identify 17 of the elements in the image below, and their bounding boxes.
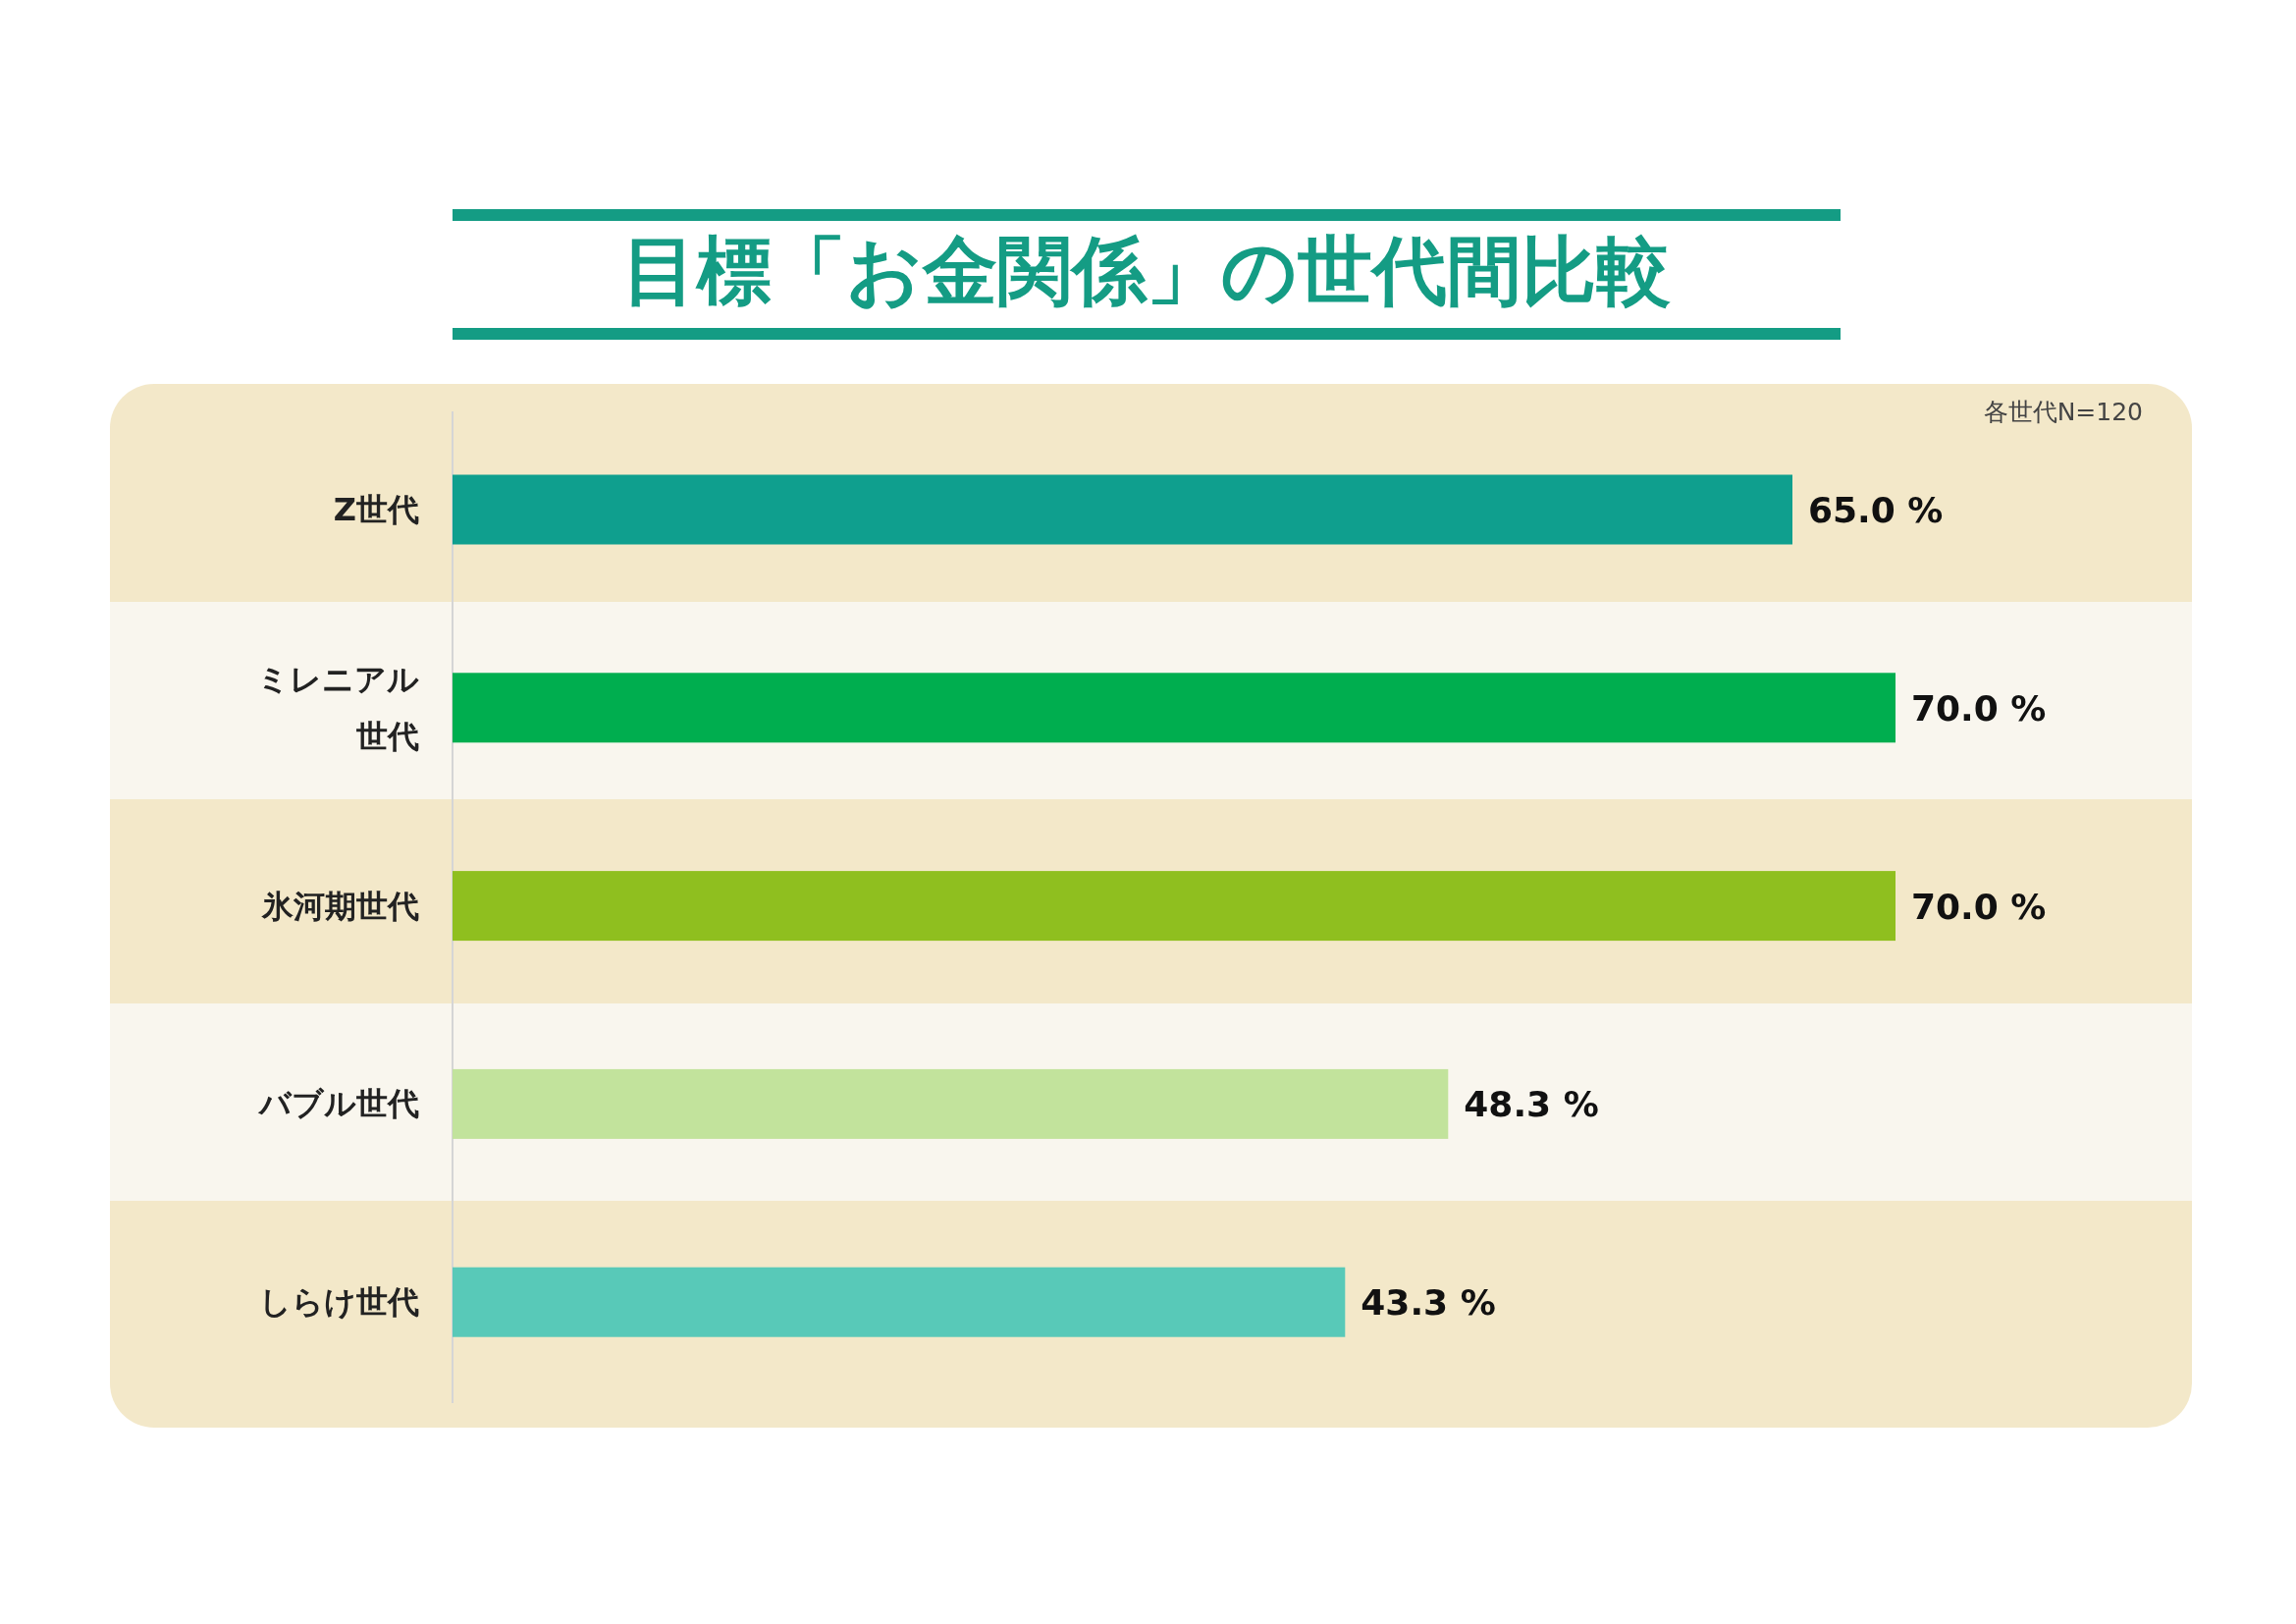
bar: [453, 1267, 1346, 1337]
y-tick-label: しらけ世代: [259, 1283, 419, 1322]
y-tick-label: Z世代: [333, 491, 419, 528]
bar: [453, 474, 1792, 545]
data-label: 43.3 %: [1361, 1282, 1496, 1324]
chart-title: 目標「お金関係」の世代間比較: [622, 227, 1671, 314]
data-label: 65.0 %: [1808, 490, 1944, 530]
data-label: 70.0 %: [1911, 687, 2047, 729]
y-tick-label: ミレニアル世代: [257, 660, 419, 755]
bar: [453, 1068, 1449, 1139]
y-tick-label: バブル世代: [257, 1085, 419, 1123]
text: 各世代N=120: [1983, 398, 2143, 426]
y-tick-label: 氷河期世代: [261, 887, 419, 925]
bar: [453, 871, 1896, 942]
data-label: 48.3 %: [1464, 1084, 1599, 1125]
data-label: 70.0 %: [1911, 886, 2047, 927]
bar: [453, 673, 1896, 743]
